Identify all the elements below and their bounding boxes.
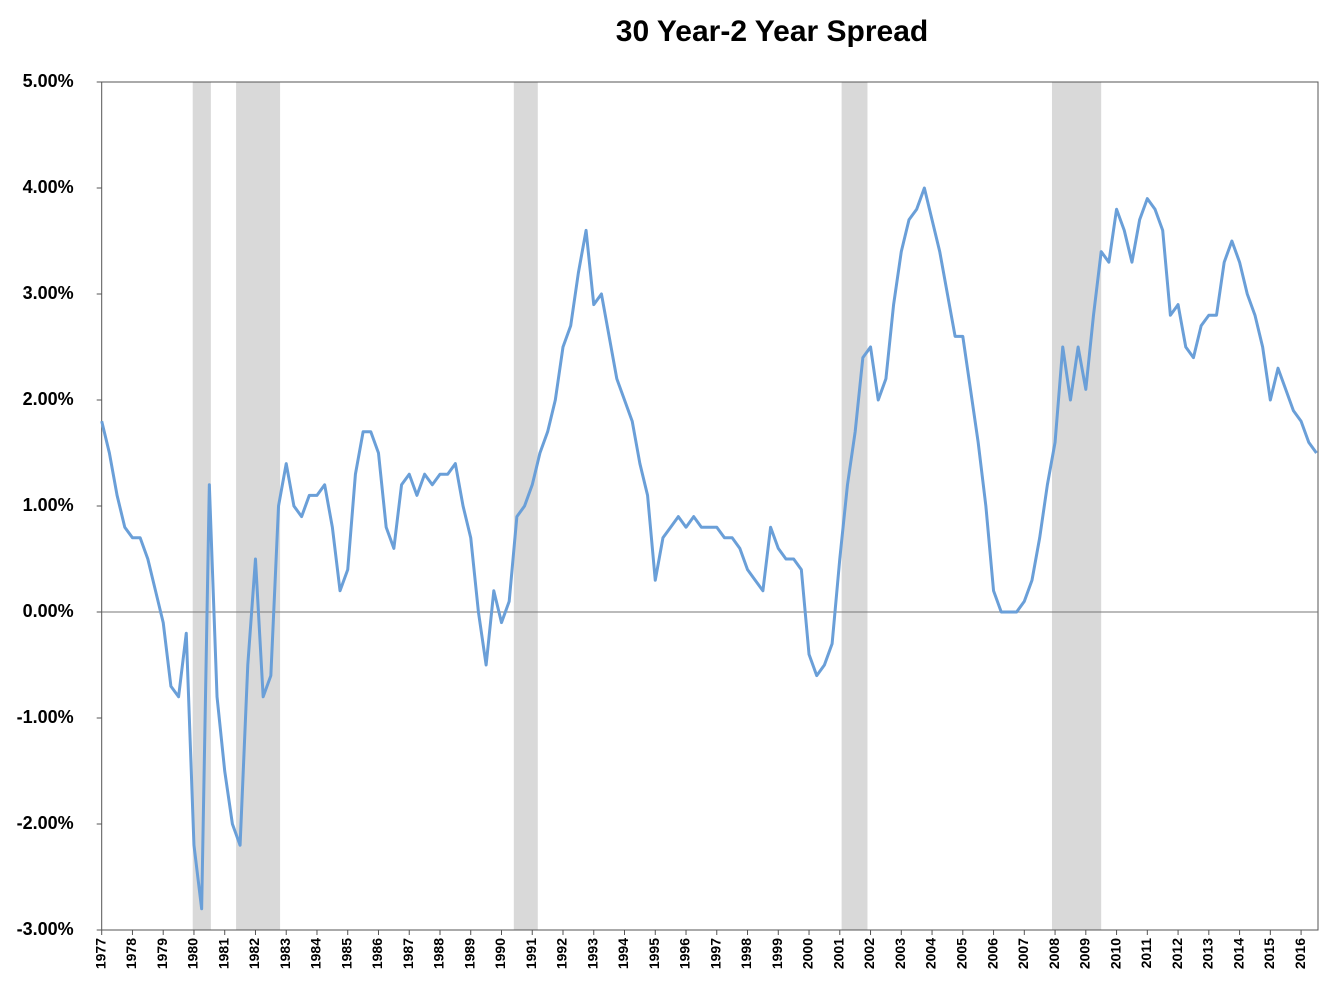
x-tick-label: 1987 xyxy=(400,938,416,969)
x-tick-label: 1981 xyxy=(215,938,231,969)
x-tick-label: 2001 xyxy=(830,938,846,969)
x-tick-label: 1980 xyxy=(185,938,201,969)
x-tick-label: 2009 xyxy=(1077,938,1093,969)
x-tick-label: 2004 xyxy=(923,938,939,969)
x-tick-label: 2006 xyxy=(984,938,1000,969)
data-line xyxy=(100,186,1318,911)
y-tick-label: 4.00% xyxy=(23,177,74,197)
x-tick-label: 2014 xyxy=(1230,938,1246,969)
x-tick-label: 2008 xyxy=(1046,938,1062,969)
y-tick-label: 3.00% xyxy=(23,283,74,303)
x-tick-label: 1978 xyxy=(123,938,139,969)
x-tick-label: 1984 xyxy=(308,938,324,969)
x-tick-label: 2011 xyxy=(1138,938,1154,969)
x-tick-label: 2002 xyxy=(861,938,877,969)
y-tick-label: -2.00% xyxy=(17,813,74,833)
x-tick-label: 1983 xyxy=(277,938,293,969)
x-tick-label: 2013 xyxy=(1200,938,1216,969)
y-tick-label: -1.00% xyxy=(17,707,74,727)
x-tick-label: 2016 xyxy=(1292,938,1308,969)
x-tick-label: 2010 xyxy=(1107,938,1123,969)
x-tick-label: 1997 xyxy=(707,938,723,969)
y-tick-label: 5.00% xyxy=(23,71,74,91)
x-tick-label: 1985 xyxy=(338,938,354,969)
plot-frame xyxy=(101,81,1319,931)
x-tick-label: 1989 xyxy=(461,938,477,969)
x-tick-label: 2003 xyxy=(892,938,908,969)
x-tick-label: 1993 xyxy=(584,938,600,969)
y-tick-label: 1.00% xyxy=(23,495,74,515)
x-tick-label: 2005 xyxy=(954,938,970,969)
x-tick-label: 1996 xyxy=(677,938,693,969)
x-tick-label: 1986 xyxy=(369,938,385,969)
x-tick-label: 2000 xyxy=(800,938,816,969)
y-tick-label: 0.00% xyxy=(23,601,74,621)
x-tick-label: 1979 xyxy=(154,938,170,969)
x-tick-label: 1977 xyxy=(92,938,108,969)
y-tick-label: 2.00% xyxy=(23,389,74,409)
y-tick-label: -3.00% xyxy=(17,919,74,939)
x-tick-label: 1991 xyxy=(523,938,539,969)
x-tick-label: 1992 xyxy=(554,938,570,969)
x-tick-label: 1999 xyxy=(769,938,785,969)
shaded-range xyxy=(1051,82,1102,930)
x-tick-label: 1990 xyxy=(492,938,508,969)
x-tick-label: 1988 xyxy=(431,938,447,969)
x-tick-label: 1995 xyxy=(646,938,662,969)
x-tick-label: 1994 xyxy=(615,938,631,969)
chart-title: 30 Year-2 Year Spread xyxy=(616,15,928,48)
x-tick-label: 2012 xyxy=(1169,938,1185,969)
x-tick-label: 2007 xyxy=(1015,938,1031,969)
x-tick-label: 1982 xyxy=(246,938,262,969)
x-tick-label: 1998 xyxy=(738,938,754,969)
x-tick-label: 2015 xyxy=(1261,938,1277,969)
